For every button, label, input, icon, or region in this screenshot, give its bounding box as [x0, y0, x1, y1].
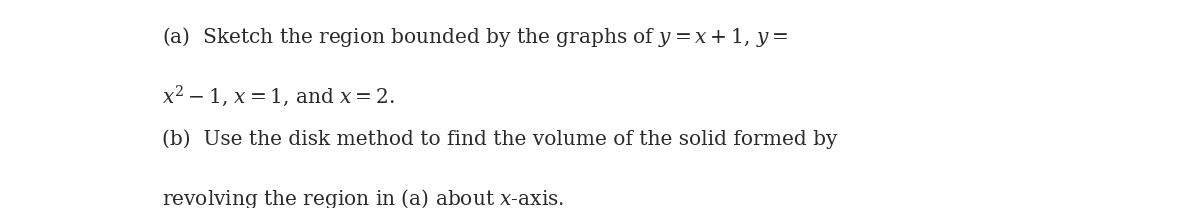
- Text: (b)  Use the disk method to find the volume of the solid formed by: (b) Use the disk method to find the volu…: [162, 129, 838, 149]
- Text: $x^2 - 1$, $x = 1$, and $x = 2$.: $x^2 - 1$, $x = 1$, and $x = 2$.: [162, 83, 395, 109]
- Text: revolving the region in (a) about $x$-axis.: revolving the region in (a) about $x$-ax…: [162, 187, 564, 208]
- Text: (a)  Sketch the region bounded by the graphs of $y = x + 1$, $y =$: (a) Sketch the region bounded by the gra…: [162, 25, 788, 49]
